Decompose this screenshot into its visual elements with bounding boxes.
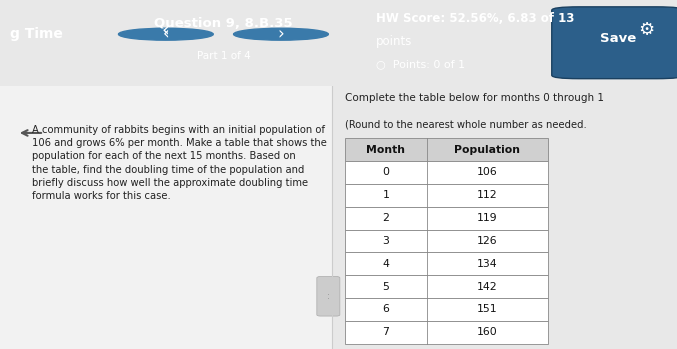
Text: 6: 6 xyxy=(383,304,389,314)
Text: Save: Save xyxy=(600,32,636,45)
Text: 112: 112 xyxy=(477,190,498,200)
Text: ‹: ‹ xyxy=(162,21,170,39)
Bar xyxy=(345,230,548,252)
Bar xyxy=(345,275,548,298)
Text: Population: Population xyxy=(454,144,521,155)
Text: Month: Month xyxy=(366,144,406,155)
Bar xyxy=(345,298,548,321)
Text: ⚙: ⚙ xyxy=(638,21,655,39)
Text: 3: 3 xyxy=(383,236,389,246)
Text: 7: 7 xyxy=(383,327,389,337)
Bar xyxy=(345,161,548,184)
Text: 126: 126 xyxy=(477,236,498,246)
Text: :: : xyxy=(327,292,330,301)
Text: ›: › xyxy=(278,25,284,43)
Text: ‹: ‹ xyxy=(162,25,169,43)
Text: 160: 160 xyxy=(477,327,498,337)
Bar xyxy=(345,207,548,230)
FancyBboxPatch shape xyxy=(317,276,340,316)
Text: 1: 1 xyxy=(383,190,389,200)
Text: 5: 5 xyxy=(383,282,389,292)
Text: Part 1 of 4: Part 1 of 4 xyxy=(196,51,250,61)
Text: 151: 151 xyxy=(477,304,498,314)
Text: Complete the table below for months 0 through 1: Complete the table below for months 0 th… xyxy=(345,94,605,103)
Text: 106: 106 xyxy=(477,168,498,177)
FancyBboxPatch shape xyxy=(552,7,677,79)
Text: 2: 2 xyxy=(383,213,389,223)
Bar xyxy=(345,184,548,207)
Text: ○  Points: 0 of 1: ○ Points: 0 of 1 xyxy=(376,59,465,69)
Text: Question 9, 8.B.35: Question 9, 8.B.35 xyxy=(154,17,292,30)
Circle shape xyxy=(234,28,328,40)
Bar xyxy=(345,321,548,344)
Bar xyxy=(345,138,548,161)
Text: g Time: g Time xyxy=(10,27,63,41)
Bar xyxy=(0,86,332,349)
Text: 4: 4 xyxy=(383,259,389,269)
Text: 119: 119 xyxy=(477,213,498,223)
Text: A community of rabbits begins with an initial population of
106 and grows 6% per: A community of rabbits begins with an in… xyxy=(32,125,328,201)
Text: points: points xyxy=(376,35,412,47)
Text: 0: 0 xyxy=(383,168,389,177)
Bar xyxy=(345,252,548,275)
Text: (Round to the nearest whole number as needed.: (Round to the nearest whole number as ne… xyxy=(345,120,587,130)
Text: 142: 142 xyxy=(477,282,498,292)
Bar xyxy=(332,86,677,349)
Circle shape xyxy=(118,28,213,40)
Text: HW Score: 52.56%, 6.83 of 13: HW Score: 52.56%, 6.83 of 13 xyxy=(376,12,574,25)
Text: 134: 134 xyxy=(477,259,498,269)
